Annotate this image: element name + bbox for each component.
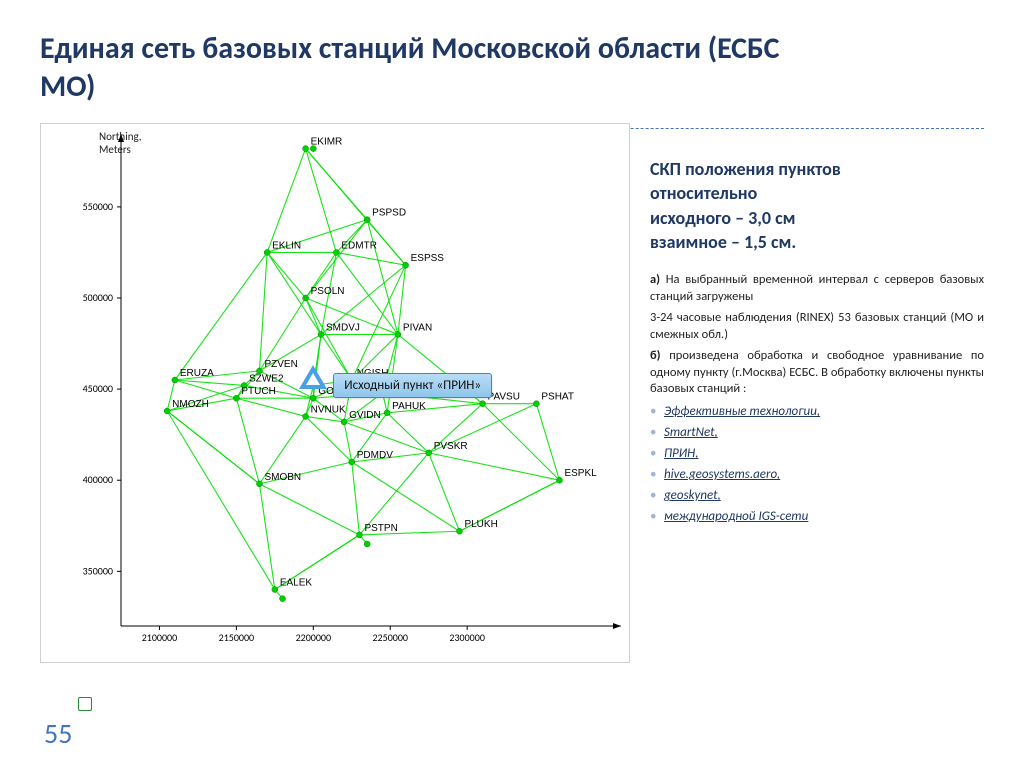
svg-text:EDMTR: EDMTR xyxy=(341,240,377,251)
svg-text:NVNUK: NVNUK xyxy=(311,404,346,415)
svg-text:PLUKH: PLUKH xyxy=(464,519,497,530)
list-item: SmartNet, xyxy=(650,425,984,440)
svg-text:PTUCH: PTUCH xyxy=(241,386,275,397)
page-title: Единая сеть базовых станций Московской о… xyxy=(40,30,800,105)
list-item: hive.geosystems.aero, xyxy=(650,467,984,482)
svg-text:SMOBN: SMOBN xyxy=(264,472,301,483)
svg-text:ESPSS: ESPSS xyxy=(411,253,445,264)
svg-text:EKIMR: EKIMR xyxy=(311,137,343,148)
svg-text:PSOLN: PSOLN xyxy=(311,286,345,297)
paragraph: б) произведена обработка и свободное ура… xyxy=(650,348,984,399)
svg-text:ESPKL: ESPKL xyxy=(564,468,597,479)
svg-text:2150000: 2150000 xyxy=(219,631,254,644)
svg-text:400000: 400000 xyxy=(83,473,113,486)
svg-text:EALEK: EALEK xyxy=(280,578,313,589)
svg-text:SMDVJ: SMDVJ xyxy=(326,322,360,333)
svg-text:2250000: 2250000 xyxy=(372,631,407,644)
svg-text:450000: 450000 xyxy=(83,382,113,395)
list-item: международной IGS-сети xyxy=(650,509,984,524)
svg-text:PVSKR: PVSKR xyxy=(434,441,468,452)
origin-marker-icon xyxy=(299,365,327,389)
network-chart: Northing, Meters 35000040000045000050000… xyxy=(40,123,630,663)
list-item: geoskynet, xyxy=(650,488,984,503)
svg-text:NMOZH: NMOZH xyxy=(172,399,209,410)
list-item: Эффективные технологии, xyxy=(650,404,984,419)
svg-text:PSTPN: PSTPN xyxy=(364,523,397,534)
svg-text:550000: 550000 xyxy=(83,200,113,213)
svg-text:PIVAN: PIVAN xyxy=(403,322,432,333)
svg-text:350000: 350000 xyxy=(83,564,113,577)
svg-text:2200000: 2200000 xyxy=(296,631,331,644)
svg-text:ERUZA: ERUZA xyxy=(180,368,214,379)
skp-block: СКП положения пунктов относительно исход… xyxy=(650,157,984,254)
svg-text:PAHUK: PAHUK xyxy=(392,401,426,412)
logo-icon xyxy=(78,697,92,711)
paragraph: а) На выбранный временной интервал с сер… xyxy=(650,272,984,306)
svg-text:PAVSU: PAVSU xyxy=(488,392,520,403)
svg-text:GVIDN: GVIDN xyxy=(349,410,381,421)
skp-line: исходного – 3,0 см xyxy=(650,206,984,230)
svg-text:PZVEN: PZVEN xyxy=(264,359,297,370)
svg-text:PSPSD: PSPSD xyxy=(372,208,406,219)
skp-line: относительно xyxy=(650,181,984,205)
origin-callout: Исходный пункт «ПРИН» xyxy=(333,373,492,398)
svg-text:2100000: 2100000 xyxy=(142,631,177,644)
svg-text:2300000: 2300000 xyxy=(449,631,484,644)
svg-text:EKLIN: EKLIN xyxy=(272,240,301,251)
page-number: 55 xyxy=(44,716,72,751)
paragraph: 3-24 часовые наблюдения (RINEX) 53 базов… xyxy=(650,310,984,344)
list-item: ПРИН, xyxy=(650,446,984,461)
skp-line: СКП положения пунктов xyxy=(650,157,984,181)
svg-text:PDMDV: PDMDV xyxy=(357,450,393,461)
svg-text:500000: 500000 xyxy=(83,291,113,304)
skp-line: взаимное – 1,5 см. xyxy=(650,230,984,254)
svg-text:PSHAT: PSHAT xyxy=(541,392,574,403)
svg-text:SZWE2: SZWE2 xyxy=(249,373,284,384)
source-list: Эффективные технологии, SmartNet, ПРИН, … xyxy=(650,404,984,524)
